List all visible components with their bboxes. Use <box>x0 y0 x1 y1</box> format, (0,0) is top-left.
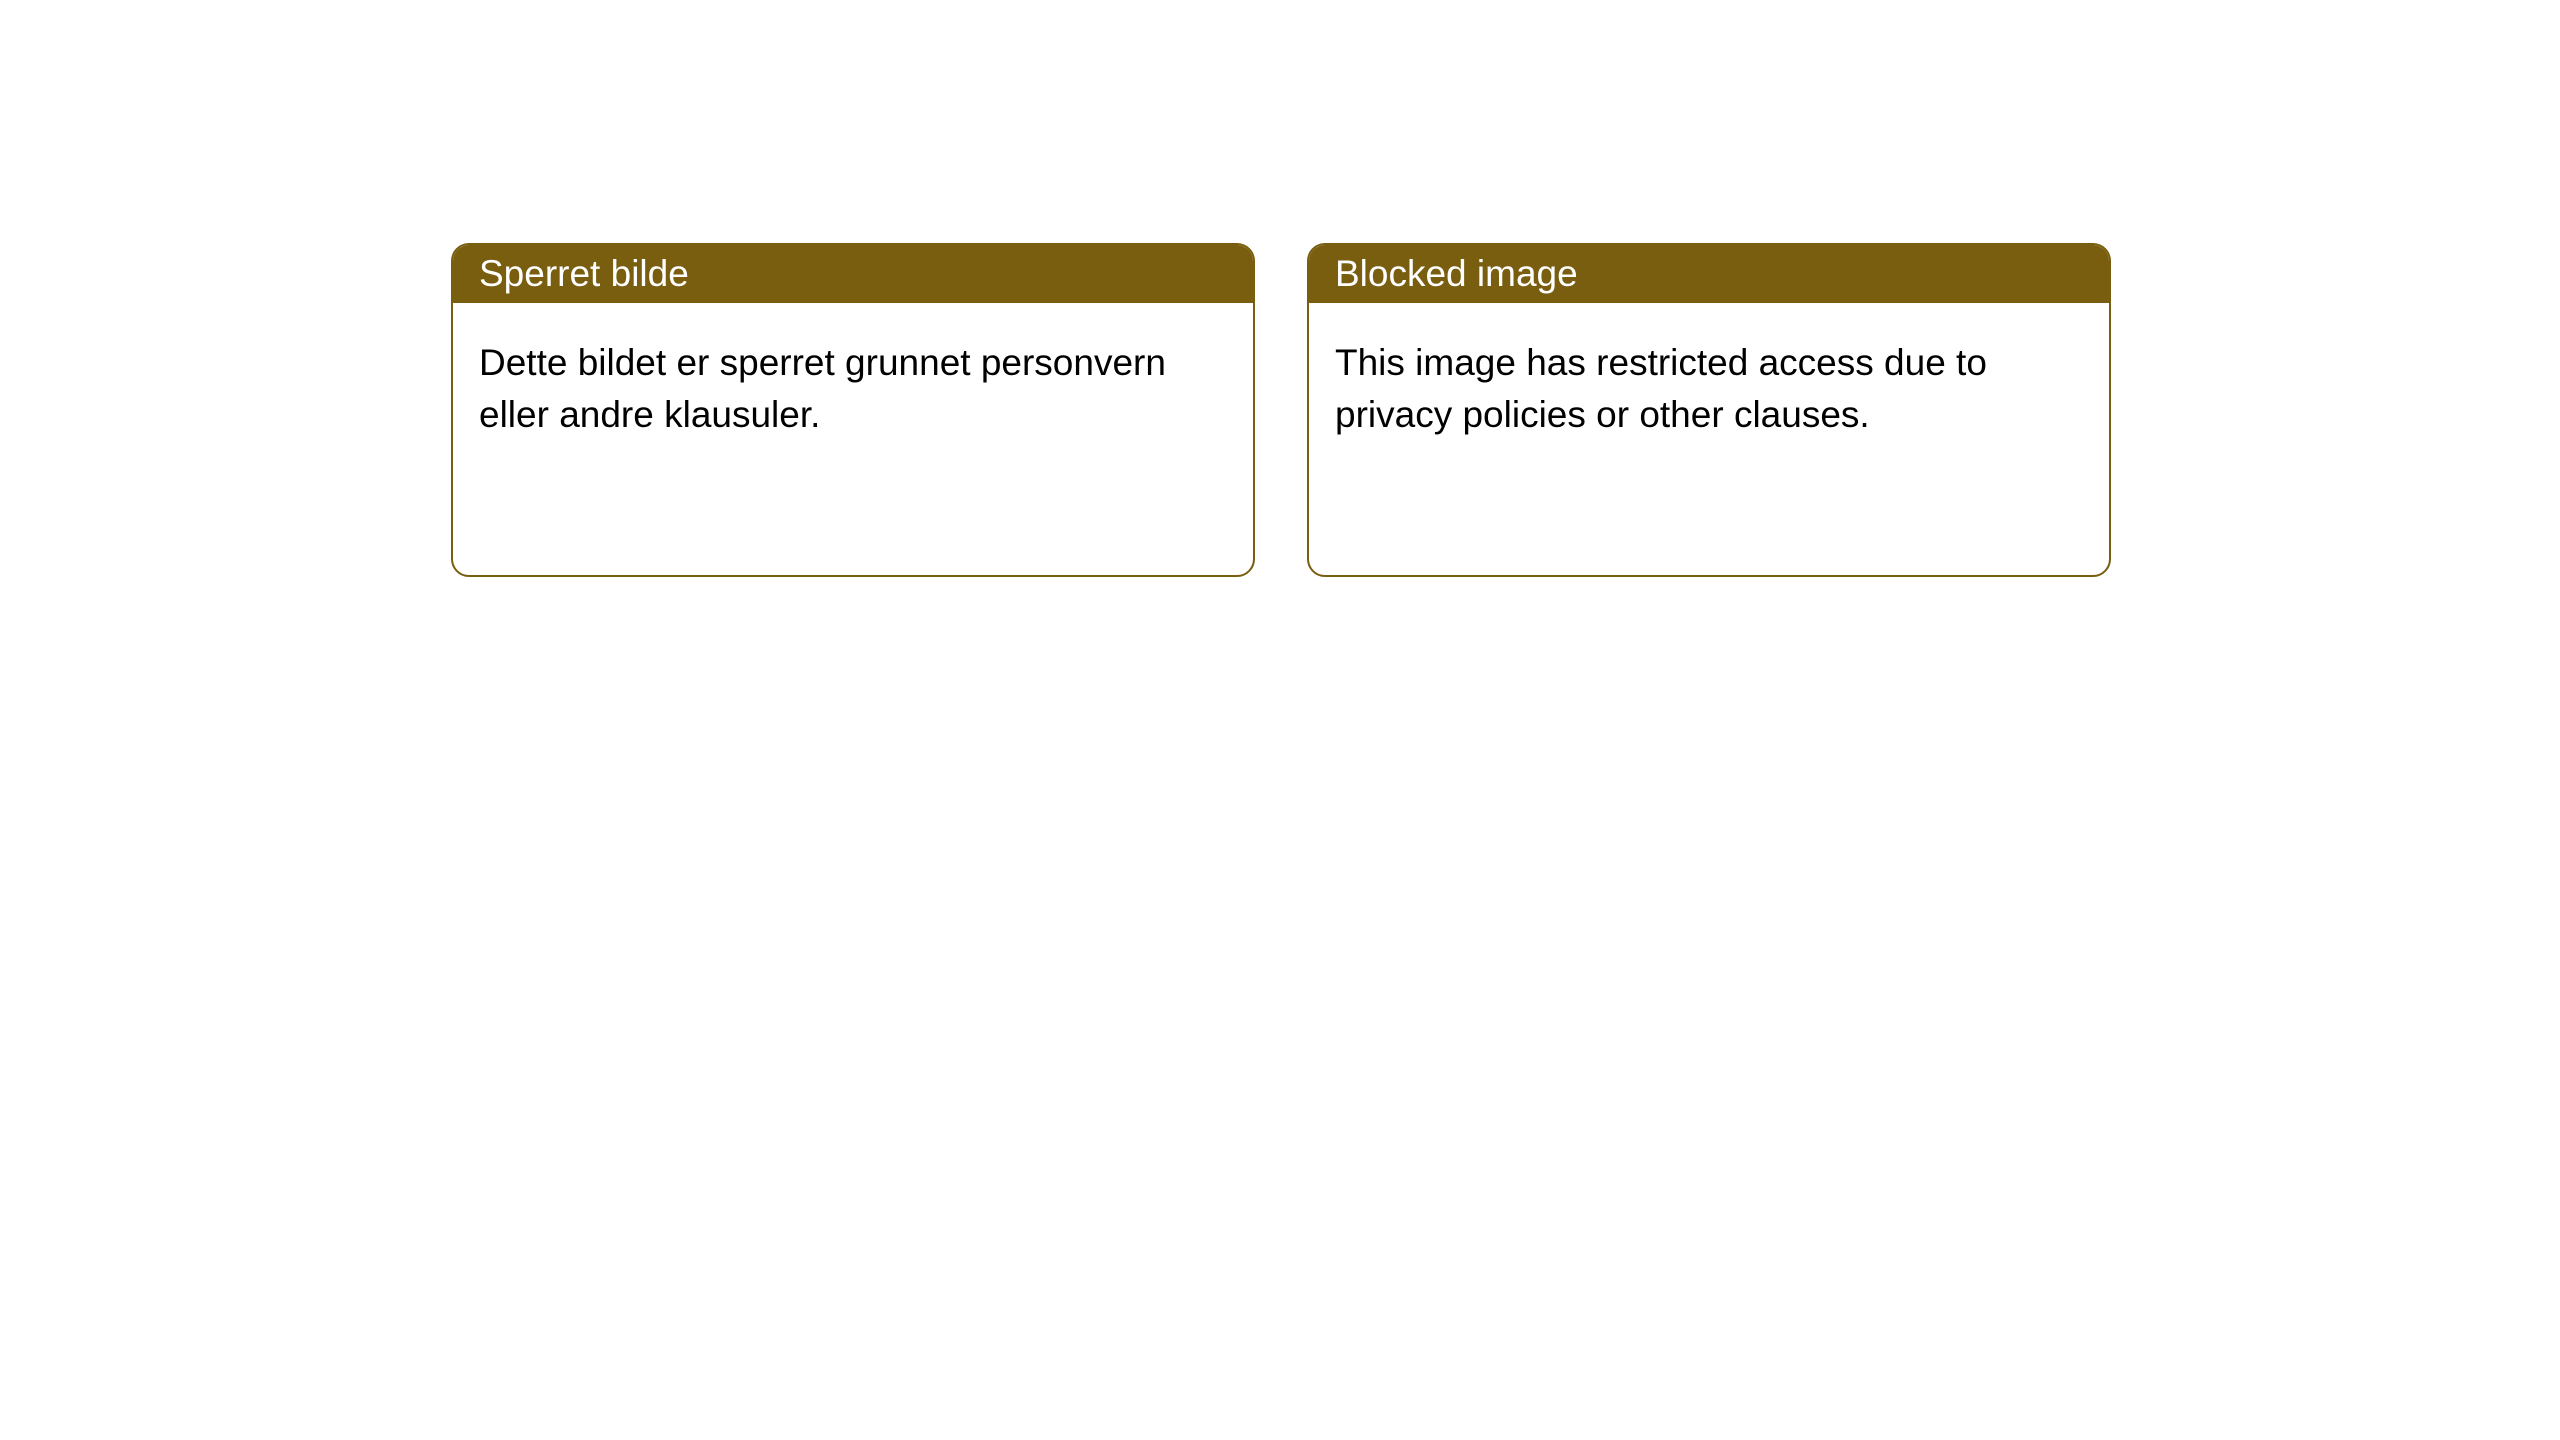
card-header-en: Blocked image <box>1309 245 2109 303</box>
card-body-text-en: This image has restricted access due to … <box>1335 342 1987 435</box>
card-body-text-no: Dette bildet er sperret grunnet personve… <box>479 342 1166 435</box>
card-body-no: Dette bildet er sperret grunnet personve… <box>453 303 1253 475</box>
card-header-no: Sperret bilde <box>453 245 1253 303</box>
blocked-image-card-no: Sperret bilde Dette bildet er sperret gr… <box>451 243 1255 577</box>
card-title-no: Sperret bilde <box>479 253 689 295</box>
blocked-image-card-en: Blocked image This image has restricted … <box>1307 243 2111 577</box>
cards-container: Sperret bilde Dette bildet er sperret gr… <box>451 243 2111 577</box>
card-title-en: Blocked image <box>1335 253 1578 295</box>
card-body-en: This image has restricted access due to … <box>1309 303 2109 475</box>
